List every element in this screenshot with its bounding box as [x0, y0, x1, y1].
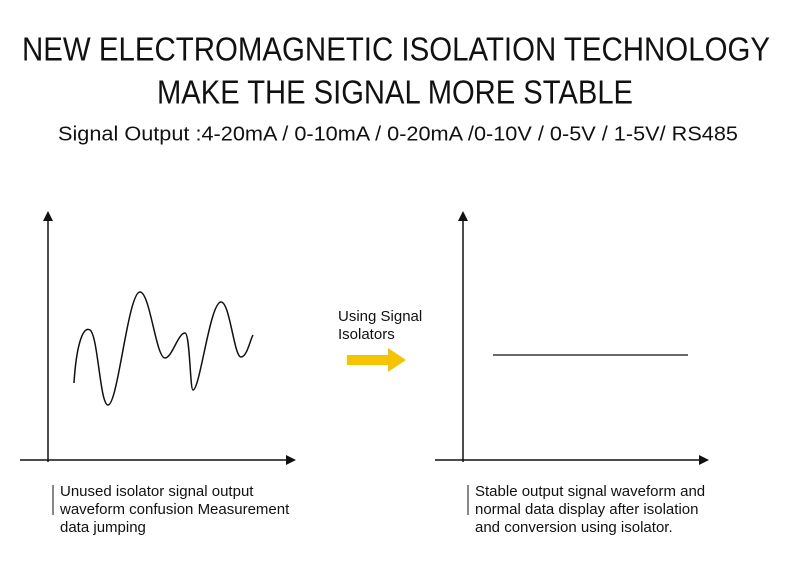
caption: and conversion using isolator.	[475, 519, 673, 536]
caption: waveform confusion Measurement	[59, 501, 290, 518]
caption: normal data display after isolation	[475, 501, 698, 518]
yellow-arrow	[347, 348, 406, 372]
noisy-waveform	[73, 291, 254, 406]
subtitle: Signal Output :4-20mA / 0-10mA / 0-20mA …	[58, 123, 738, 145]
arrow-label: Isolators	[338, 326, 395, 343]
arrow-label: Using Signal	[338, 308, 422, 325]
title-line: NEW ELECTROMAGNETIC ISOLATION TECHNOLOGY	[22, 31, 770, 68]
caption: Unused isolator signal output	[60, 483, 254, 500]
caption: data jumping	[60, 519, 146, 536]
caption: Stable output signal waveform and	[475, 483, 705, 500]
title-line: MAKE THE SIGNAL MORE STABLE	[157, 74, 633, 111]
